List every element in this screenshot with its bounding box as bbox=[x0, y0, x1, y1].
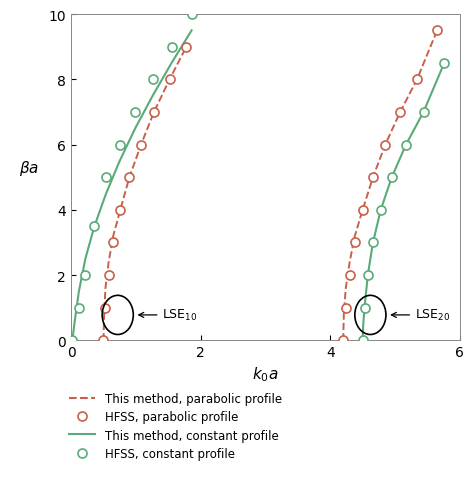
Text: LSE$_{20}$: LSE$_{20}$ bbox=[392, 308, 451, 323]
Legend: This method, parabolic profile, HFSS, parabolic profile, This method, constant p: This method, parabolic profile, HFSS, pa… bbox=[69, 392, 282, 460]
Y-axis label: $\beta a$: $\beta a$ bbox=[19, 159, 39, 178]
X-axis label: $k_0a$: $k_0a$ bbox=[252, 365, 279, 384]
Text: LSE$_{10}$: LSE$_{10}$ bbox=[139, 308, 198, 323]
